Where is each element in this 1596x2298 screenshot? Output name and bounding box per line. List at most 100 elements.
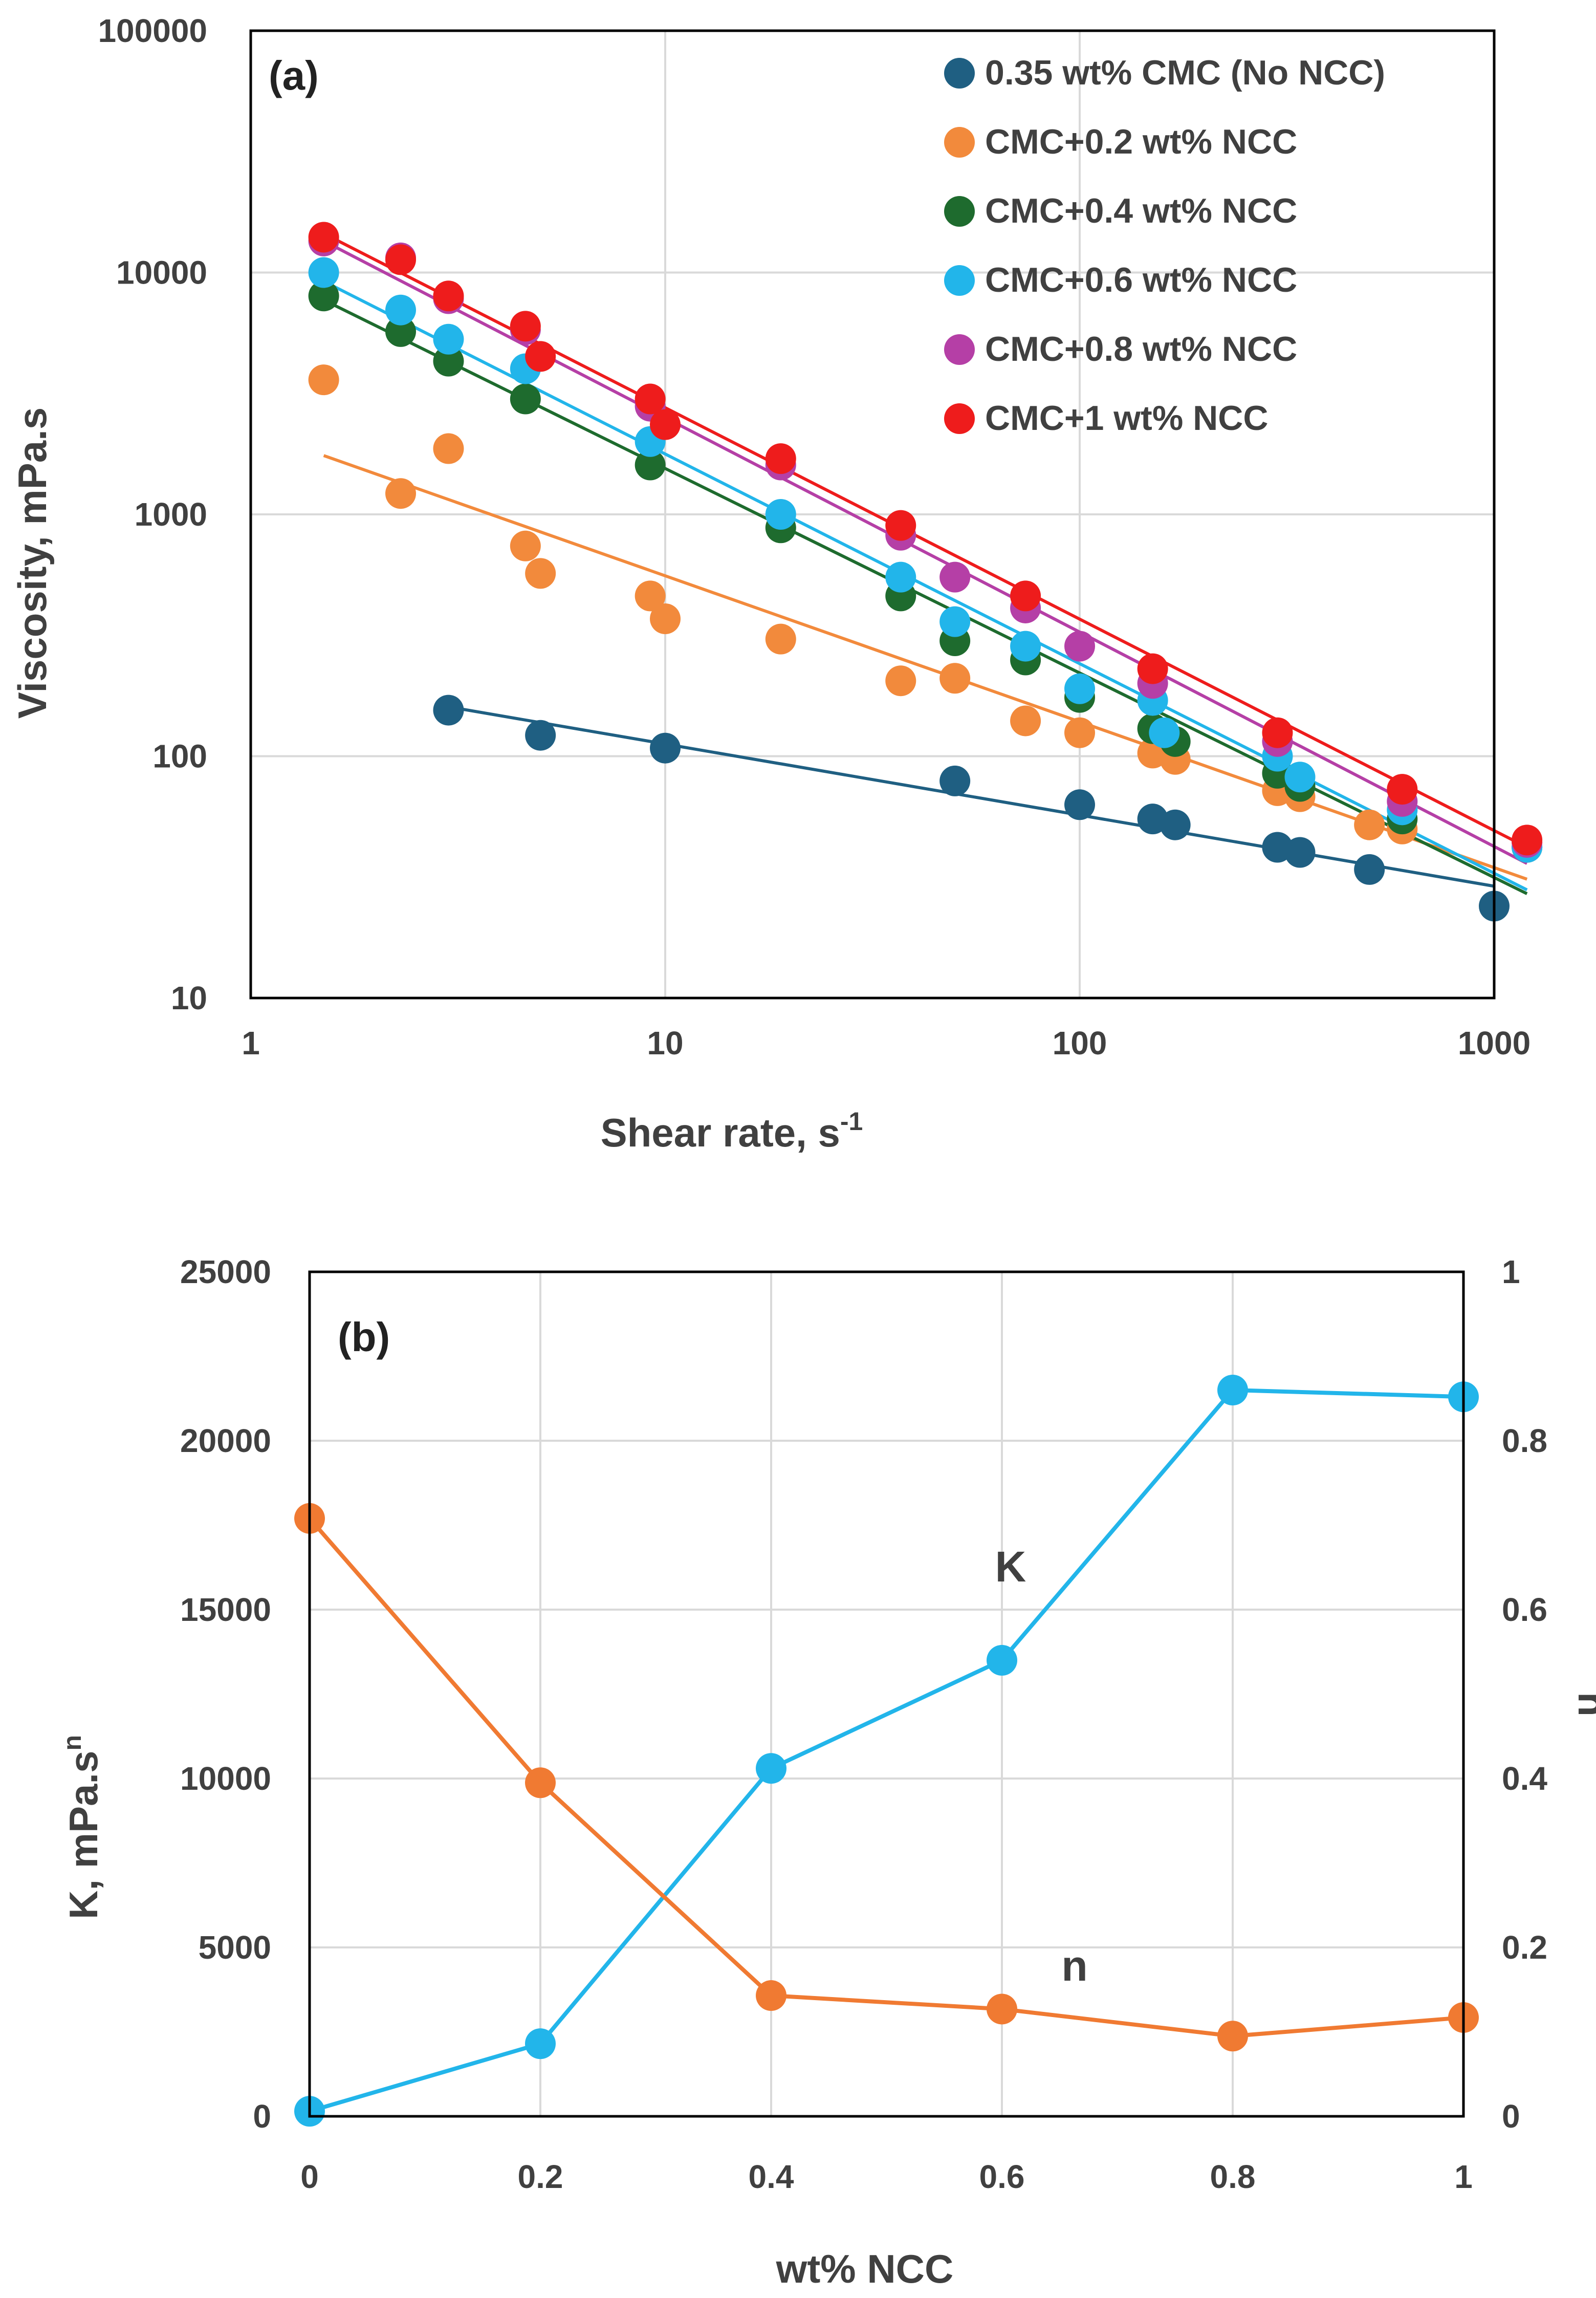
marker-n-series [756,1980,786,2011]
data-point-cmc-0-2-wt-ncc [1064,717,1095,748]
panel-a-x-axis-title-main: Shear rate, s [601,1110,840,1155]
panel-b-left-axis-title: K, mPa.sn [58,1735,106,1919]
data-point-cmc-0-6-wt-ncc [1284,762,1316,793]
panel-a-x-axis-title-superscript: -1 [840,1107,863,1136]
data-point-cmc-0-2-wt-ncc [385,478,416,509]
fit-line-0-35-wt-cmc-no-ncc [448,705,1495,888]
data-point-cmc-1-wt-ncc [650,409,681,440]
legend-label-cmc-0-4-wt-ncc: CMC+0.4 wt% NCC [985,191,1297,230]
data-point-cmc-1-wt-ncc [433,280,464,312]
n-series-annotation: n [1061,1942,1087,1990]
panel-a-x-axis-title: Shear rate, s-1 [601,1107,863,1155]
panel-a-y-tick-label: 1000 [135,496,207,533]
legend-label-cmc-0-8-wt-ncc: CMC+0.8 wt% NCC [985,330,1297,368]
panel-b-x-tick-label: 0.8 [1210,2158,1256,2195]
line-k-series [309,1388,1464,2113]
panel-b-left-tick-label: 5000 [199,1929,271,1966]
data-point-0-35-wt-cmc-no-ncc [650,732,681,764]
panel-b-x-tick-label: 0 [300,2158,319,2195]
panel-a-viscosity-chart: 1 10 100 1000 10 100 1000 10000 100000 (a) 0.35… [10,12,1543,1155]
legend-marker-cmc-0-8-wt-ncc [944,334,975,365]
data-point-cmc-0-8-wt-ncc [1064,631,1095,662]
legend-marker-cmc-0-4-wt-ncc [944,196,975,227]
data-point-cmc-0-2-wt-ncc [510,530,541,561]
panel-b-right-axis-title: n [1570,1692,1596,1717]
panel-b-left-axis-title-main: K, mPa.s [61,1751,106,1919]
data-point-cmc-0-6-wt-ncc [765,499,796,530]
data-point-cmc-0-4-wt-ncc [635,449,666,481]
legend-marker-cmc-0-2-wt-ncc [944,127,975,158]
data-point-cmc-1-wt-ncc [1387,774,1418,805]
panel-b-right-tick-label: 0.4 [1502,1760,1547,1797]
data-point-cmc-0-4-wt-ncc [385,316,416,347]
data-point-cmc-0-6-wt-ncc [385,294,416,326]
data-point-cmc-0-6-wt-ncc [433,323,464,355]
legend-marker-cmc-0-6-wt-ncc [944,265,975,296]
data-point-cmc-0-6-wt-ncc [1149,717,1180,748]
data-point-cmc-1-wt-ncc [308,222,339,253]
panel-b-k-n-chart: 0 0.2 0.4 0.6 0.8 1 0 5000 10000 15000 20000 25000… [58,1253,1596,2291]
data-point-cmc-0-2-wt-ncc [308,364,339,396]
data-point-cmc-0-8-wt-ncc [939,561,971,593]
panel-a-y-axis-title: Viscosity, mPa.s [10,407,55,719]
data-point-cmc-1-wt-ncc [510,311,541,342]
data-point-cmc-1-wt-ncc [1512,825,1543,856]
panel-a-y-tick-label: 100 [152,738,207,775]
data-point-0-35-wt-cmc-no-ncc [1284,837,1316,868]
data-point-cmc-0-2-wt-ncc [433,433,464,464]
panel-a-x-tick-label: 100 [1053,1025,1107,1061]
legend-label-cmc-1-wt-ncc: CMC+1 wt% NCC [985,399,1269,438]
data-point-cmc-0-4-wt-ncc [510,383,541,415]
data-point-cmc-0-4-wt-ncc [433,345,464,377]
data-point-cmc-0-6-wt-ncc [939,606,971,637]
panel-b-x-tick-labels: 0 0.2 0.4 0.6 0.8 1 [300,2158,1473,2195]
panel-b-right-tick-labels: 0 0.2 0.4 0.6 0.8 1 [1502,1253,1547,2135]
marker-k-series [1217,1375,1248,1405]
data-point-cmc-1-wt-ncc [635,383,666,415]
panel-b-right-tick-label: 0.6 [1502,1591,1547,1628]
panel-a-y-tick-label: 10000 [116,254,207,291]
panel-b-label: (b) [338,1314,390,1360]
data-point-0-35-wt-cmc-no-ncc [1354,854,1385,885]
legend-label-cmc-0-6-wt-ncc: CMC+0.6 wt% NCC [985,261,1297,299]
panel-b-left-tick-label: 15000 [180,1591,271,1628]
panel-b-right-tick-label: 0.2 [1502,1929,1547,1966]
panel-b-series [294,1375,1479,2127]
data-point-cmc-0-2-wt-ncc [525,558,556,589]
data-point-cmc-1-wt-ncc [1262,717,1293,748]
data-point-0-35-wt-cmc-no-ncc [525,720,556,751]
panel-b-x-tick-label: 1 [1454,2158,1473,2195]
panel-b-right-tick-label: 1 [1502,1253,1520,1290]
line-n-series [308,1517,1464,2039]
data-point-cmc-0-2-wt-ncc [765,623,796,655]
panel-a-label: (a) [269,53,319,98]
panel-b-left-tick-label: 25000 [180,1253,271,1290]
panel-a-x-tick-label: 1 [242,1025,260,1061]
panel-b-plot-frame [308,1270,1465,2118]
k-series-annotation: K [995,1543,1026,1591]
data-point-cmc-0-2-wt-ncc [650,603,681,635]
legend-marker-0-35-wt-cmc-no-ncc [944,58,975,89]
data-point-cmc-0-6-wt-ncc [885,561,916,593]
panel-b-x-tick-label: 0.2 [518,2158,563,2195]
panel-a-legend: 0.35 wt% CMC (No NCC) CMC+0.2 wt% NCC CMC+… [944,53,1385,438]
data-point-cmc-1-wt-ncc [765,443,796,474]
marker-n-series [525,1767,556,1798]
panel-b-x-axis-title: wt% NCC [776,2246,954,2291]
fit-line-cmc-0-2-wt-ncc [323,454,1528,881]
data-point-0-35-wt-cmc-no-ncc [939,765,971,796]
data-point-cmc-0-2-wt-ncc [939,663,971,694]
legend-label-0-35-wt-cmc-no-ncc: 0.35 wt% CMC (No NCC) [985,53,1385,92]
data-point-cmc-0-6-wt-ncc [1064,673,1095,704]
data-point-cmc-1-wt-ncc [1010,580,1041,612]
panel-b-x-tick-label: 0.6 [979,2158,1025,2195]
data-point-cmc-0-4-wt-ncc [308,280,339,312]
data-point-cmc-0-2-wt-ncc [885,665,916,697]
marker-k-series [525,2028,556,2059]
data-point-cmc-1-wt-ncc [885,510,916,541]
data-point-cmc-0-2-wt-ncc [635,580,666,612]
marker-n-series [1217,2021,1248,2052]
panel-b-left-tick-labels: 0 5000 10000 15000 20000 25000 [180,1253,271,2135]
